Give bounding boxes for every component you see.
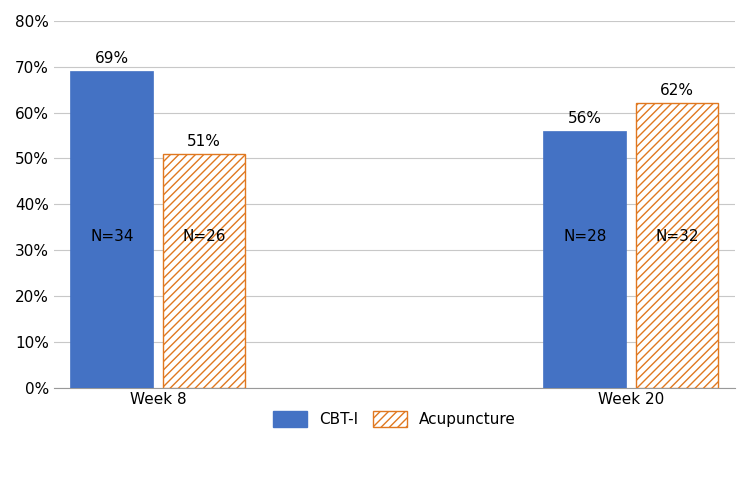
Text: 51%: 51%: [187, 134, 221, 149]
Bar: [70, 71, 153, 388]
Text: 69%: 69%: [94, 51, 129, 67]
Text: N=32: N=32: [656, 229, 699, 244]
Text: 56%: 56%: [568, 111, 602, 126]
Bar: [544, 131, 626, 388]
Text: N=28: N=28: [563, 229, 607, 244]
Bar: [163, 154, 245, 388]
Text: 62%: 62%: [660, 83, 694, 99]
Bar: [636, 103, 718, 388]
Legend: CBT-I, Acupuncture: CBT-I, Acupuncture: [266, 404, 524, 435]
Text: N=34: N=34: [90, 229, 134, 244]
Text: N=26: N=26: [182, 229, 226, 244]
